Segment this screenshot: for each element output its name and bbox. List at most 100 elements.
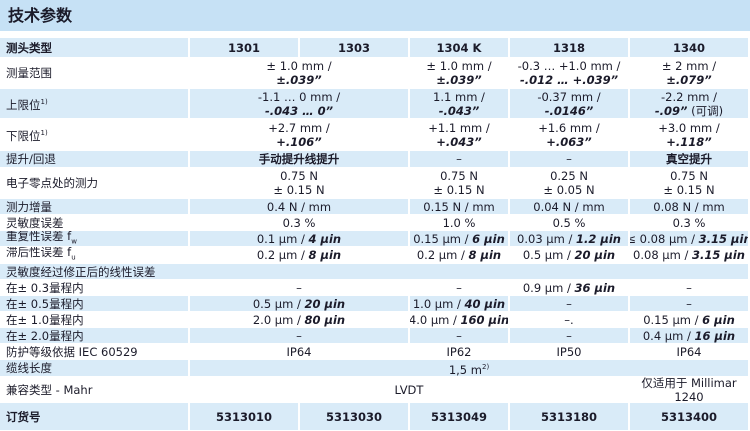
- label-text: 在± 0.5量程内: [6, 296, 84, 311]
- text: 0.2 µm /: [416, 248, 469, 262]
- text: 0.08 N / mm: [653, 199, 725, 214]
- emphasis: +.106”: [276, 134, 322, 149]
- label-text: 测量范围: [6, 66, 52, 80]
- value-line: ± 2 mm /: [662, 59, 716, 73]
- value-line: +1.1 mm /: [428, 121, 490, 135]
- label-line: 在± 1.0量程内: [6, 313, 188, 327]
- text: 0.4 µm /: [642, 328, 695, 343]
- value-cell: 0.08 µm / 3.15 µin: [630, 247, 750, 264]
- emphasis: 16 µin: [694, 328, 736, 343]
- label-text: 订货号: [6, 409, 41, 424]
- text: 1.0 µm /: [412, 296, 465, 311]
- value-line: 0.08 µm / 3.15 µin: [633, 248, 745, 262]
- text: –: [566, 296, 572, 311]
- value-line: +.118”: [666, 135, 711, 149]
- value-line: -.09” (可调): [655, 104, 723, 118]
- value-line: 0.1 µm / 4 µin: [257, 232, 341, 246]
- label-text: 缆线长度: [6, 361, 52, 375]
- text: –: [456, 152, 462, 166]
- emphasis: -.043 … 0”: [264, 103, 334, 118]
- value-line: 5313400: [661, 410, 717, 424]
- value-cell: –: [190, 280, 410, 296]
- text: 0.1 µm /: [256, 231, 309, 246]
- value-cell: ± 1.0 mm / ±.039”: [410, 58, 510, 89]
- value-cell: 1.1 mm / -.043”: [410, 89, 510, 119]
- value-line: –: [296, 329, 302, 343]
- value-line: 手动提升线提升: [259, 152, 340, 166]
- value-cell: –: [630, 296, 750, 312]
- text: +2.7 mm /: [268, 120, 330, 135]
- value-cell: 1301: [190, 38, 300, 58]
- label-text: 防护等级依据 IEC 60529: [6, 344, 138, 359]
- text: IP62: [446, 344, 472, 359]
- emphasis: +.118”: [666, 134, 712, 149]
- value-cell: IP64: [190, 344, 410, 360]
- value-line: 2.0 µm / 80 µin: [253, 313, 345, 327]
- value-cell: 仅适用于 Millimar 1240: [630, 377, 750, 403]
- value-cell: ± 1.0 mm / ±.039”: [190, 58, 410, 89]
- value-line: 0.9 µm / 36 µin: [523, 281, 615, 295]
- value-line: -.0146”: [545, 104, 594, 118]
- value-cell: 0.4 N / mm: [190, 199, 410, 215]
- text: 0.08 µm /: [633, 248, 692, 262]
- value-cell: 5313180: [510, 403, 630, 431]
- value-line: 1,5 m2): [449, 360, 489, 376]
- value-cell: –: [510, 151, 630, 168]
- text: ≤ 0.08 µm /: [630, 231, 699, 246]
- value-cell: -0.37 mm / -.0146”: [510, 89, 630, 119]
- text: 5313180: [540, 409, 597, 424]
- value-line: 0.4 N / mm: [267, 200, 331, 214]
- label-text: 兼容类型 - Mahr: [6, 382, 93, 397]
- value-cell: 0.15 µm / 6 µin: [410, 231, 510, 247]
- emphasis: 手动提升线提升: [258, 152, 340, 166]
- value-line: –: [456, 329, 462, 343]
- value-cell: 5313010: [190, 403, 300, 431]
- title: 技术参数: [0, 0, 750, 31]
- label-text: 在± 0.3量程内: [6, 280, 84, 295]
- label-text: 测力增量: [6, 199, 52, 214]
- label-line: 在± 2.0量程内: [6, 329, 188, 343]
- row-label: 提升/回退: [0, 151, 190, 168]
- label-text: 下限位: [6, 128, 41, 143]
- text: 5313049: [430, 409, 487, 424]
- text: 0.04 N / mm: [533, 199, 605, 214]
- text: -2.2 mm /: [660, 89, 718, 104]
- text: –: [296, 328, 302, 343]
- value-cell: 0.2 µm / 8 µin: [410, 247, 510, 264]
- value-cell: 0.2 µm / 8 µin: [190, 247, 410, 264]
- value-line: ± 0.05 N: [543, 183, 594, 197]
- value-line: 1.1 mm /: [433, 90, 485, 104]
- value-cell: –.: [510, 312, 630, 328]
- value-cell: 1.0 %: [410, 215, 510, 231]
- value-line: 1301: [228, 41, 260, 55]
- text: 1.1 mm /: [433, 89, 485, 104]
- value-line: –: [456, 281, 462, 295]
- value-cell: 5313030: [300, 403, 410, 431]
- label-line: 在± 0.3量程内: [6, 281, 188, 295]
- row-label: 在± 1.0量程内: [0, 312, 190, 328]
- value-line: 1318: [553, 41, 585, 55]
- value-cell: -0.3 … +1.0 mm / -.012 … +.039”: [510, 58, 630, 89]
- label-line: 滞后性误差 fu: [6, 247, 188, 263]
- value-line: 1340: [673, 41, 705, 55]
- value-line: -0.37 mm /: [537, 90, 600, 104]
- text: 0.3 %: [672, 215, 706, 230]
- label-line: 灵敏度经过修正后的线性误差: [6, 265, 748, 279]
- row-label: 灵敏度经过修正后的线性误差: [0, 264, 750, 280]
- row-label: 兼容类型 - Mahr: [0, 377, 190, 403]
- text: –: [456, 280, 462, 295]
- value-line: –: [566, 297, 572, 311]
- value-cell: +1.6 mm / +.063”: [510, 119, 630, 151]
- value-line: -1.1 … 0 mm /: [258, 90, 340, 104]
- row-label: 在± 0.5量程内: [0, 296, 190, 312]
- emphasis: 80 µin: [304, 312, 346, 327]
- value-line: ± 0.15 N: [663, 183, 714, 197]
- label-line: 重复性误差 fw: [6, 231, 188, 246]
- text: 0.2 µm /: [256, 248, 309, 262]
- value-cell: 0.75 N ± 0.15 N: [410, 168, 510, 199]
- row-label: 重复性误差 fw: [0, 231, 190, 247]
- label-line: 上限位1): [6, 95, 188, 112]
- text: -0.3 … +1.0 mm /: [517, 59, 621, 73]
- emphasis: -.012 … +.039”: [519, 73, 619, 87]
- text: ± 1.0 mm /: [266, 59, 332, 73]
